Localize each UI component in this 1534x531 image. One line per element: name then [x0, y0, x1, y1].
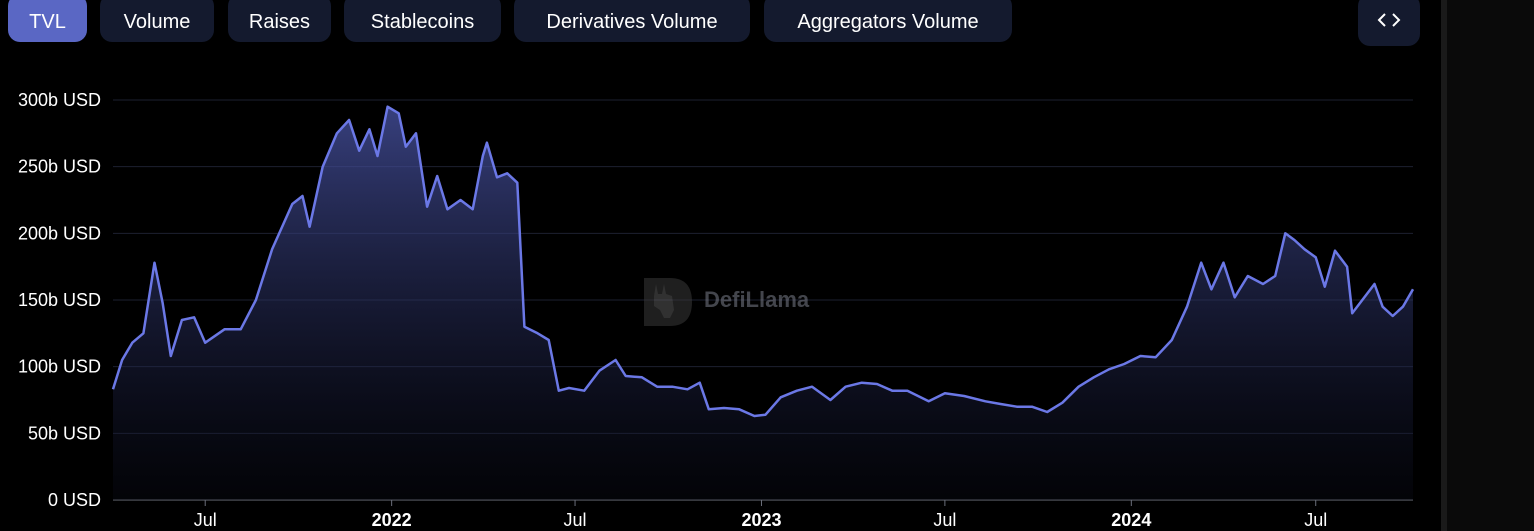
tab-tvl[interactable]: TVL [8, 0, 87, 42]
code-brackets-icon [1377, 13, 1401, 27]
x-tick-label: Jul [564, 510, 587, 530]
defillama-watermark: DefiLlama [640, 270, 809, 330]
x-tick-label: Jul [194, 510, 217, 530]
x-tick-label: 2024 [1111, 510, 1151, 530]
tab-volume[interactable]: Volume [100, 0, 214, 42]
y-tick-label: 100b USD [18, 357, 101, 377]
tvl-line [111, 105, 1415, 418]
y-tick-label: 250b USD [18, 157, 101, 177]
x-tick-label: 2023 [741, 510, 781, 530]
tvl-area [113, 106, 1413, 500]
tvl-chart: 0 USD 50b USD 100b USD 150b USD 200b USD 250b… [18, 90, 1415, 530]
y-tick-label: 150b USD [18, 290, 101, 310]
tab-derivatives-volume[interactable]: Derivatives Volume [514, 0, 750, 42]
tab-raises[interactable]: Raises [228, 0, 331, 42]
watermark-text: DefiLlama [704, 287, 810, 312]
embed-button[interactable] [1358, 0, 1420, 46]
tab-aggregators-volume[interactable]: Aggregators Volume [764, 0, 1012, 42]
y-tick-label: 200b USD [18, 223, 101, 243]
x-tick-label: 2022 [372, 510, 412, 530]
side-panel [1441, 0, 1534, 531]
y-tick-label: 0 USD [48, 490, 101, 510]
x-tick-label: Jul [933, 510, 956, 530]
y-tick-label: 50b USD [28, 423, 101, 443]
tab-stablecoins[interactable]: Stablecoins [344, 0, 501, 42]
llama-logo-icon [644, 278, 692, 326]
x-tick-label: Jul [1304, 510, 1327, 530]
y-tick-label: 300b USD [18, 90, 101, 110]
